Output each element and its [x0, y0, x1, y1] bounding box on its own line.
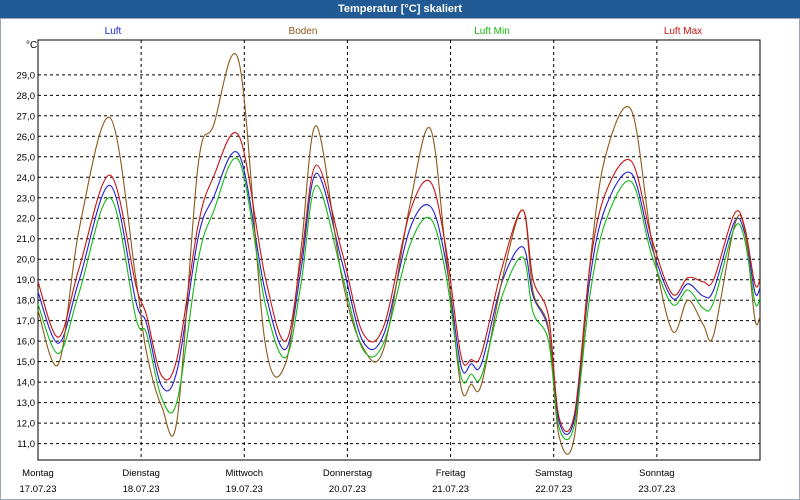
y-tick-label: 23,0 [17, 193, 36, 204]
series-line [37, 157, 761, 441]
y-tick-label: 14,0 [17, 378, 36, 389]
y-tick-label: 20,0 [17, 255, 36, 266]
x-day-label: Samstag [535, 468, 573, 479]
y-tick-label: 21,0 [17, 234, 36, 245]
y-tick-label: 15,0 [17, 357, 36, 368]
x-date-label: 21.07.23 [432, 484, 469, 495]
y-tick-label: 24,0 [17, 173, 36, 184]
window-title: Temperatur [°C] skaliert [0, 0, 800, 18]
y-tick-label: 17,0 [17, 316, 36, 327]
y-tick-label: 25,0 [17, 152, 36, 163]
legend: Luft Boden Luft Min Luft Max [105, 26, 703, 37]
y-tick-label: 27,0 [17, 111, 36, 122]
x-date-label: 23.07.23 [638, 484, 675, 495]
y-unit-label: °C [26, 40, 37, 51]
y-tick-label: 26,0 [17, 132, 36, 143]
x-date-label: 18.07.23 [123, 484, 160, 495]
y-tick-label: 22,0 [17, 214, 36, 225]
y-tick-label: 28,0 [17, 91, 36, 102]
temperature-chart: Luft Boden Luft Min Luft Max °C 11,0 12,0 13,… [17, 26, 761, 495]
x-day-label: Montag [22, 468, 54, 479]
y-axis: °C 11,0 12,0 13,0 14,0 15,0 16,0 17,0 18,0 19,0 2… [17, 40, 38, 450]
y-tick-label: 12,0 [17, 419, 36, 430]
x-day-label: Mittwoch [226, 468, 263, 479]
series-line [37, 151, 761, 435]
x-date-label: 20.07.23 [329, 484, 366, 495]
y-tick-label: 29,0 [17, 70, 36, 81]
x-date-label: 17.07.23 [20, 484, 57, 495]
legend-entry: Boden [289, 26, 318, 37]
y-tick-label: 13,0 [17, 398, 36, 409]
x-date-label: 19.07.23 [226, 484, 263, 495]
x-day-label: Freitag [436, 468, 466, 479]
series-lines [37, 53, 761, 455]
series-line [37, 53, 761, 455]
x-day-label: Donnerstag [323, 468, 372, 479]
legend-entry: Luft Max [664, 26, 702, 37]
y-tick-label: 19,0 [17, 275, 36, 286]
plot-area [37, 39, 761, 461]
x-axis: Montag 17.07.23 Dienstag 18.07.23 Mittwoch 19… [20, 468, 676, 495]
x-date-label: 22.07.23 [535, 484, 572, 495]
y-tick-label: 11,0 [17, 439, 35, 450]
y-tick-label: 16,0 [17, 337, 36, 348]
x-day-label: Dienstag [122, 468, 160, 479]
plot-border [37, 39, 761, 461]
legend-entry: Luft [105, 26, 122, 37]
y-tick-label: 18,0 [17, 296, 36, 307]
x-day-label: Sonntag [639, 468, 674, 479]
legend-entry: Luft Min [474, 26, 510, 37]
series-line [37, 132, 761, 433]
